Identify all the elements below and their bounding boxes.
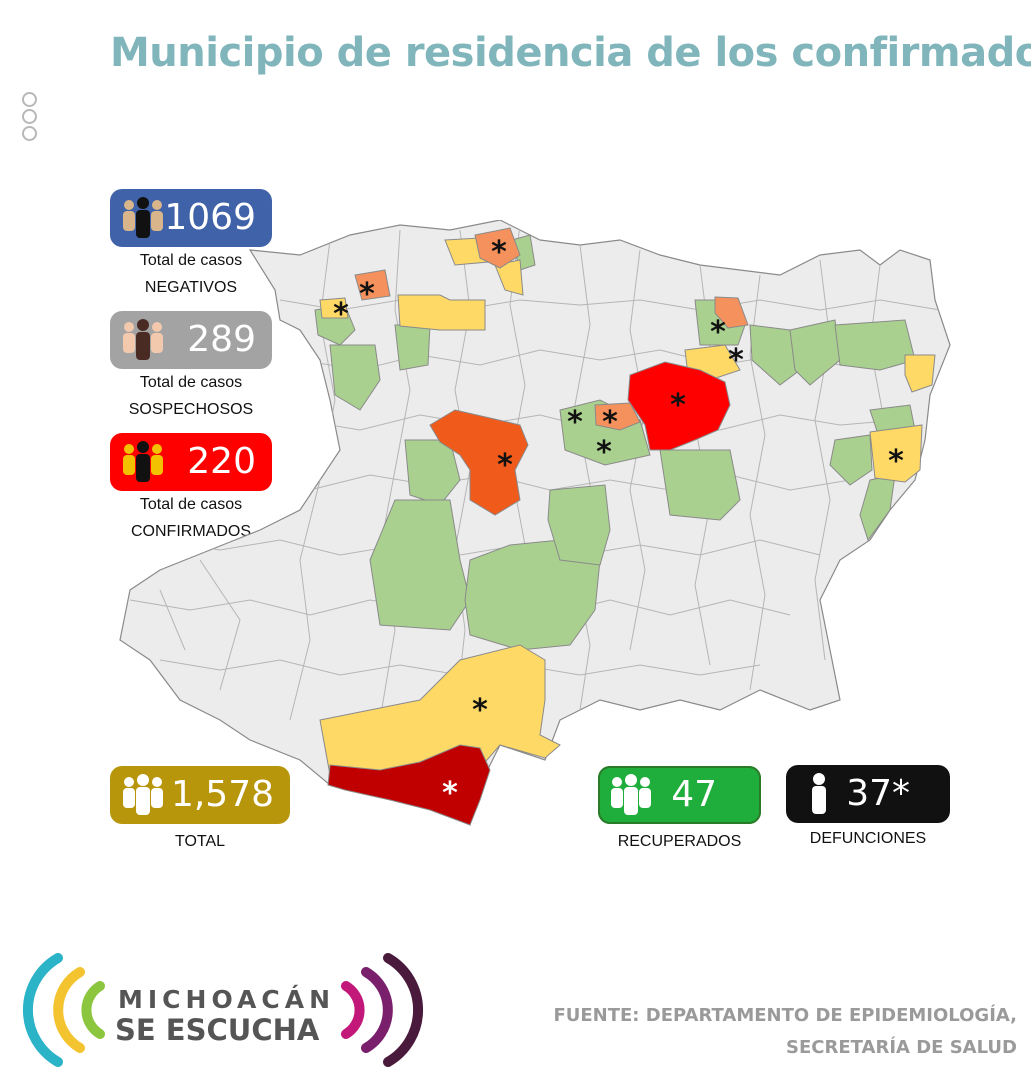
person-icon: [812, 773, 826, 814]
marker-asterisk: *: [497, 448, 513, 483]
marker-asterisk: *: [567, 405, 583, 440]
marker-asterisk: *: [710, 315, 726, 350]
marker-asterisk: *: [333, 297, 349, 332]
people-icon: [611, 774, 651, 815]
source-line2: SECRETARÍA DE SALUD: [786, 1037, 1017, 1058]
recuperados-label: RECUPERADOS: [617, 833, 742, 850]
defunciones-value: 37*: [846, 773, 910, 814]
logo-text-line1: MICHOACÁN: [118, 985, 335, 1014]
negativos-value: 1069: [164, 197, 256, 238]
people-icon: [123, 319, 163, 360]
recuperados-badge: 47: [598, 766, 761, 824]
stat-total: 1,578 TOTAL: [110, 766, 290, 855]
negativos-label: Total de casos NEGATIVOS: [139, 252, 243, 296]
asterisk-markers: * * * * * * * * * * * * *: [333, 235, 904, 811]
stat-confirmados: 220 Total de casos CONFIRMADOS: [110, 433, 272, 545]
orange-red-municipality: [429, 409, 529, 516]
marker-asterisk: *: [442, 776, 458, 811]
page-title: Municipio de residencia de los confirmad…: [110, 30, 1031, 76]
source-line1: FUENTE: DEPARTAMENTO DE EPIDEMIOLOGÍA,: [553, 1005, 1017, 1026]
orange-municipalities: [354, 227, 749, 431]
source-note: FUENTE: DEPARTAMENTO DE EPIDEMIOLOGÍA, S…: [553, 1000, 1017, 1064]
sospechosos-value: 289: [187, 319, 256, 360]
confirmados-label: Total de casos CONFIRMADOS: [131, 496, 251, 540]
people-icon: [123, 774, 163, 815]
stat-recuperados: 47 RECUPERADOS: [598, 766, 761, 855]
marker-asterisk: *: [728, 343, 744, 378]
sospechosos-label: Total de casos SOSPECHOSOS: [128, 374, 254, 418]
marker-asterisk: *: [596, 435, 612, 470]
total-value: 1,578: [170, 774, 274, 815]
marker-asterisk: *: [602, 405, 618, 440]
recuperados-value: 47: [671, 774, 717, 815]
defunciones-label: DEFUNCIONES: [809, 830, 927, 847]
marker-asterisk: *: [472, 693, 488, 728]
confirmados-badge: 220: [110, 433, 272, 491]
negativos-badge: 1069: [110, 189, 272, 247]
dark-red-municipality: [327, 744, 491, 826]
red-municipality: [627, 361, 731, 451]
marker-asterisk: *: [670, 388, 686, 423]
michoacan-map: * * * * * * * * * * * * *: [119, 220, 951, 826]
marker-asterisk: *: [359, 277, 375, 312]
state-base: [119, 220, 951, 826]
stat-sospechosos: 289 Total de casos SOSPECHOSOS: [110, 311, 272, 423]
yellow-municipalities: [319, 237, 936, 786]
total-badge: 1,578: [110, 766, 290, 824]
menu-dots-icon[interactable]: [22, 92, 42, 143]
stat-defunciones: 37* DEFUNCIONES: [786, 765, 950, 852]
sospechosos-badge: 289: [110, 311, 272, 369]
defunciones-badge: 37*: [786, 765, 950, 823]
people-icon: [123, 441, 163, 482]
marker-asterisk: *: [888, 444, 904, 479]
total-label: TOTAL: [174, 833, 226, 850]
people-icon: [123, 197, 163, 238]
michoacan-se-escucha-logo: [22, 953, 424, 1067]
confirmados-value: 220: [187, 441, 256, 482]
stat-negativos: 1069 Total de casos NEGATIVOS: [110, 189, 272, 301]
marker-asterisk: *: [491, 235, 507, 270]
logo-text-line2: SE ESCUCHA: [115, 1013, 320, 1047]
green-municipalities: [314, 234, 916, 651]
